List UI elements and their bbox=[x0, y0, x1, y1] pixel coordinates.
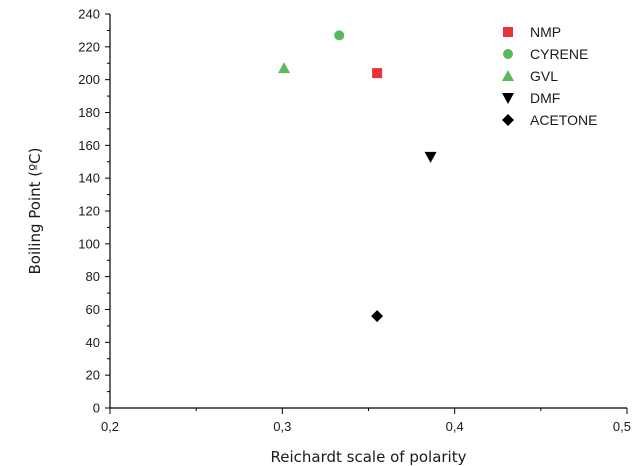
y-tick-label: 200 bbox=[78, 72, 100, 87]
data-point-gvl bbox=[278, 62, 291, 74]
x-tick-label: 0,5 bbox=[613, 419, 631, 434]
y-tick-label: 20 bbox=[86, 368, 100, 383]
legend-label-nmp: NMP bbox=[530, 24, 561, 40]
x-tick-label: 0,4 bbox=[446, 419, 464, 434]
legend-marker-cyrene bbox=[503, 49, 513, 59]
x-tick-label: 0,3 bbox=[273, 419, 291, 434]
y-axis-title: Boiling Point (ºC) bbox=[26, 147, 44, 274]
data-point-dmf bbox=[424, 151, 437, 163]
legend-marker-dmf bbox=[502, 93, 514, 104]
y-tick-label: 120 bbox=[78, 204, 100, 219]
data-point-cyrene bbox=[334, 30, 345, 41]
y-tick-label: 0 bbox=[93, 401, 100, 416]
y-tick-label: 40 bbox=[86, 335, 100, 350]
y-tick-label: 180 bbox=[78, 105, 100, 120]
x-axis-title: Reichardt scale of polarity bbox=[271, 448, 467, 466]
y-tick-label: 80 bbox=[86, 269, 100, 284]
legend-label-acetone: ACETONE bbox=[530, 112, 597, 128]
x-tick-label: 0,2 bbox=[101, 419, 119, 434]
legend-label-gvl: GVL bbox=[530, 68, 558, 84]
y-tick-label: 160 bbox=[78, 138, 100, 153]
y-tick-label: 220 bbox=[78, 39, 100, 54]
data-point-nmp bbox=[372, 68, 383, 79]
data-point-acetone bbox=[371, 310, 384, 323]
legend: NMP CYRENE GVL DMF ACETONE bbox=[502, 24, 597, 128]
y-tick-label: 100 bbox=[78, 236, 100, 251]
y-tick-label: 240 bbox=[78, 7, 100, 22]
legend-marker-gvl bbox=[502, 70, 514, 81]
legend-marker-nmp bbox=[503, 27, 513, 37]
y-tick-label: 140 bbox=[78, 171, 100, 186]
data-points bbox=[278, 30, 437, 323]
legend-label-dmf: DMF bbox=[530, 90, 560, 106]
ticks: 0 20 40 60 80 100 120 140 160 180 200 220 240 0,2 0,3 0… bbox=[78, 7, 631, 435]
y-tick-label: 60 bbox=[86, 302, 100, 317]
legend-marker-acetone bbox=[502, 114, 514, 126]
legend-label-cyrene: CYRENE bbox=[530, 46, 588, 62]
